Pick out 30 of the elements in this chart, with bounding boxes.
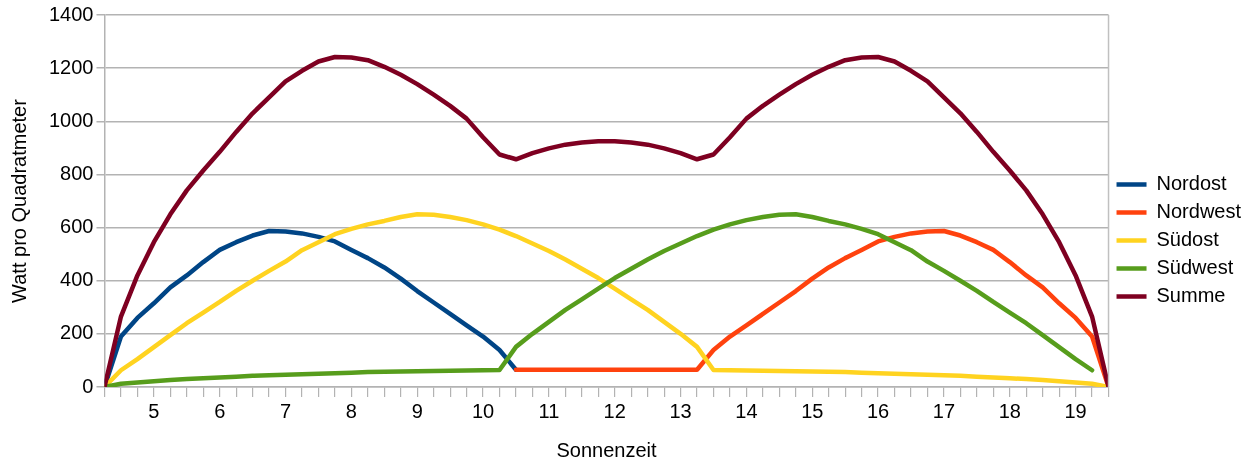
- y-tick-label: 0: [82, 374, 94, 397]
- x-axis-title: Sonnenzeit: [556, 438, 657, 461]
- x-tick-label: 12: [603, 399, 626, 422]
- legend-label: Nordwest: [1156, 200, 1242, 223]
- y-tick-label: 1400: [48, 2, 94, 25]
- x-tick-label: 5: [148, 399, 160, 422]
- y-axis-title: Watt pro Quadratmeter: [7, 98, 30, 303]
- y-tick-label: 1200: [48, 55, 94, 78]
- x-tick-label: 7: [279, 399, 292, 422]
- x-tick-label: 15: [801, 399, 824, 422]
- legend-label: Nordost: [1156, 172, 1227, 195]
- y-tick-label: 800: [60, 161, 94, 184]
- x-tick-label: 14: [735, 399, 758, 422]
- x-tick-label: 19: [1064, 399, 1087, 422]
- x-tick-label: 13: [669, 399, 692, 422]
- y-tick-label: 1000: [48, 108, 94, 131]
- x-tick-label: 6: [214, 399, 226, 422]
- x-tick-label: 16: [866, 399, 890, 422]
- y-tick-label: 600: [60, 215, 94, 238]
- legend-label: Südost: [1156, 228, 1220, 251]
- x-tick-label: 9: [411, 399, 423, 422]
- x-tick-label: 18: [998, 399, 1021, 422]
- x-tick-label: 17: [932, 399, 956, 422]
- y-tick-label: 200: [60, 321, 94, 344]
- x-tick-label: 10: [471, 399, 495, 422]
- x-tick-label: 11: [538, 399, 560, 422]
- y-tick-label: 400: [60, 268, 94, 291]
- legend-label: Summe: [1156, 284, 1226, 307]
- legend-label: Südwest: [1156, 256, 1234, 279]
- x-tick-label: 8: [345, 399, 357, 422]
